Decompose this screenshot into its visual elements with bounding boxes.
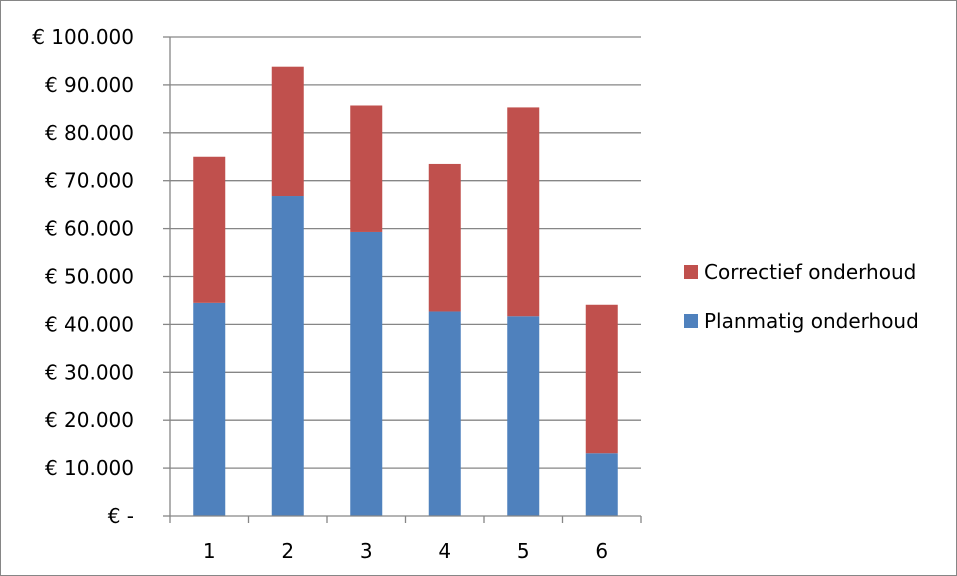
y-tick-label: € 20.000 [45,408,134,432]
legend-label: Planmatig onderhoud [704,309,919,333]
y-tick-label: € - [108,504,134,528]
y-tick-label: € 10.000 [45,456,134,480]
bar-correctief-onderhoud-2 [272,67,304,196]
gridlines [170,37,641,468]
bar-correctief-onderhoud-5 [507,107,539,316]
x-tick-label: 4 [438,539,451,563]
axes [163,37,641,523]
x-tick-labels: 1 2 3 4 5 6 [203,539,608,563]
x-tick-label: 5 [517,539,530,563]
bar-correctief-onderhoud-6 [586,305,618,453]
bar-planmatig-onderhoud-1 [193,303,225,516]
y-tick-label: € 50.000 [45,265,134,289]
bar-planmatig-onderhoud-5 [507,316,539,516]
legend: Correctief onderhoud Planmatig onderhoud [684,260,919,333]
y-tick-label: € 60.000 [45,217,134,241]
x-tick-label: 3 [360,539,373,563]
x-tick-label: 2 [281,539,294,563]
y-tick-label: € 100.000 [32,25,134,49]
y-tick-label: € 30.000 [45,360,134,384]
legend-swatch [684,265,698,279]
bar-correctief-onderhoud-1 [193,157,225,303]
bars [193,67,618,516]
bar-correctief-onderhoud-3 [350,105,382,231]
bar-correctief-onderhoud-4 [429,164,461,312]
x-tick-label: 1 [203,539,216,563]
y-tick-label: € 40.000 [45,312,134,336]
bar-planmatig-onderhoud-6 [586,453,618,516]
x-tick-label: 6 [595,539,608,563]
bar-planmatig-onderhoud-4 [429,311,461,516]
y-tick-labels: € - € 10.000 € 20.000 € 30.000 € 40.000 € 50.… [32,25,134,528]
y-tick-label: € 70.000 [45,169,134,193]
legend-swatch [684,314,698,328]
legend-label: Correctief onderhoud [704,260,916,284]
y-tick-label: € 80.000 [45,121,134,145]
bar-planmatig-onderhoud-2 [272,196,304,516]
bar-planmatig-onderhoud-3 [350,232,382,516]
y-tick-label: € 90.000 [45,73,134,97]
